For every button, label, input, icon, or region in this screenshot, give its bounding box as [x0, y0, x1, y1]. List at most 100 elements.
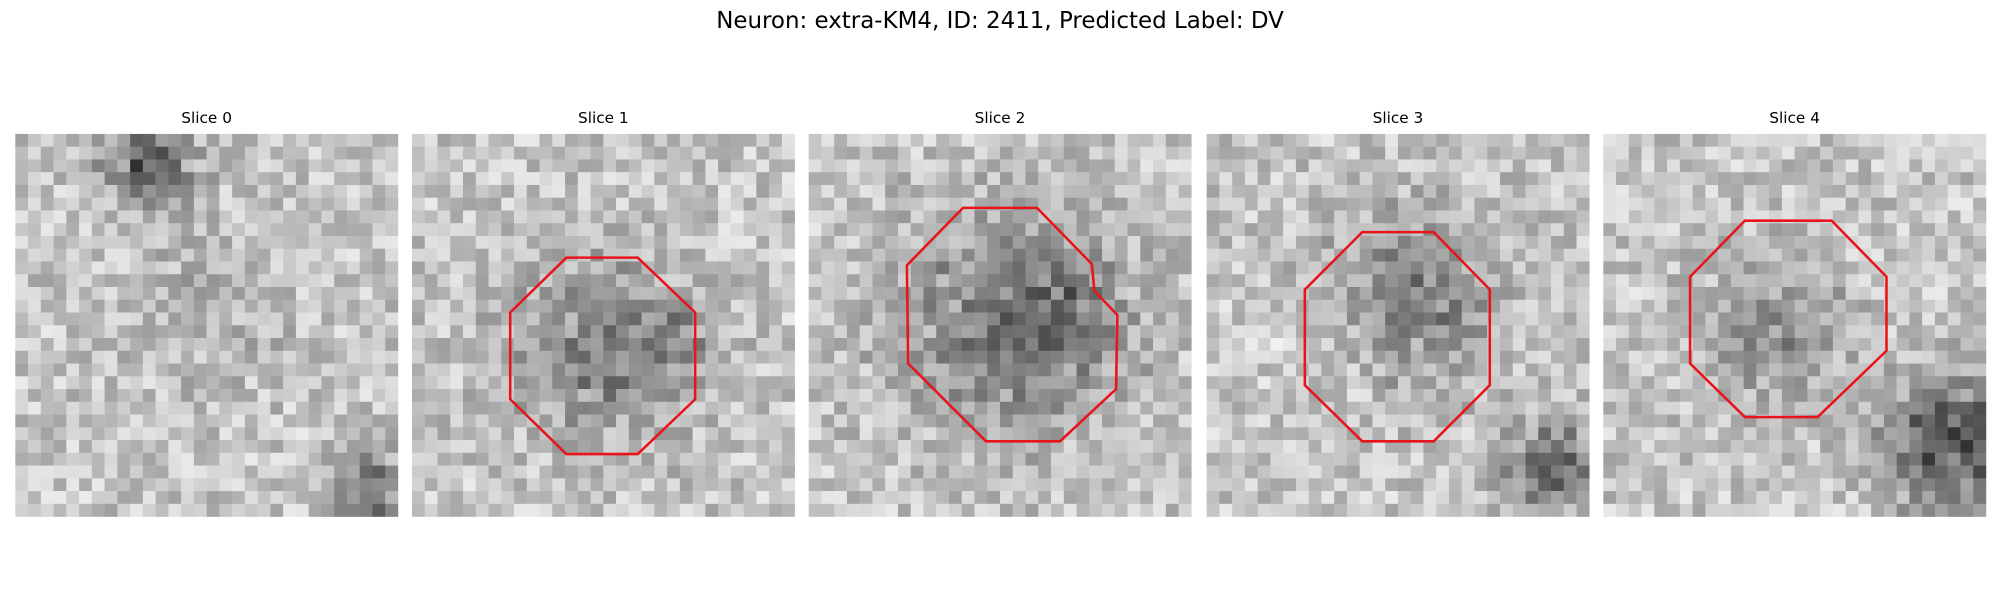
pixel [1063, 478, 1077, 492]
pixel [1883, 414, 1897, 428]
pixel [1436, 452, 1450, 466]
pixel [1127, 325, 1141, 339]
pixel [961, 376, 975, 390]
pixel [1140, 210, 1154, 224]
pixel [1576, 184, 1590, 198]
pixel [450, 427, 464, 441]
pixel [565, 210, 579, 224]
pixel [923, 146, 937, 160]
pixel [488, 299, 502, 313]
slice-panel [1206, 133, 1590, 517]
pixel [1730, 503, 1744, 517]
pixel [1270, 274, 1284, 288]
pixel [948, 389, 962, 403]
pixel [1794, 235, 1808, 249]
pixel [1012, 401, 1026, 415]
pixel [936, 414, 950, 428]
pixel [1385, 299, 1399, 313]
pixel [437, 146, 451, 160]
pixel [1692, 172, 1706, 186]
pixel [321, 465, 335, 479]
pixel [270, 248, 284, 262]
pixel [1012, 414, 1026, 428]
pixel [1423, 299, 1437, 313]
pixel [974, 491, 988, 505]
pixel [232, 312, 246, 326]
pixel [718, 465, 732, 479]
pixel [117, 389, 131, 403]
pixel [1257, 248, 1271, 262]
pixel [308, 440, 322, 454]
pixel [961, 503, 975, 517]
pixel [1973, 338, 1987, 352]
pixel [1153, 338, 1167, 352]
pixel [79, 159, 93, 173]
pixel [1512, 172, 1526, 186]
pixel [193, 338, 207, 352]
pixel [155, 503, 169, 517]
pixel [1114, 350, 1128, 364]
pixel [53, 503, 67, 517]
pixel [1448, 401, 1462, 415]
pixel [834, 210, 848, 224]
pixel [1423, 452, 1437, 466]
pixel [1845, 491, 1859, 505]
pixel [1295, 503, 1309, 517]
pixel [1283, 146, 1297, 160]
pixel [1051, 503, 1065, 517]
pixel [1500, 401, 1514, 415]
pixel [346, 465, 360, 479]
pixel [641, 172, 655, 186]
pixel [295, 261, 309, 275]
pixel [743, 452, 757, 466]
pixel [1295, 325, 1309, 339]
pixel [1947, 159, 1961, 173]
pixel [257, 363, 271, 377]
pixel [1206, 427, 1220, 441]
pixel [1140, 159, 1154, 173]
pixel [1500, 312, 1514, 326]
pixel [53, 465, 67, 479]
pixel [1165, 503, 1179, 517]
pixel [808, 210, 822, 224]
pixel [1219, 452, 1233, 466]
pixel [359, 312, 373, 326]
pixel [1114, 478, 1128, 492]
pixel [232, 440, 246, 454]
pixel [295, 146, 309, 160]
pixel [769, 197, 783, 211]
pixel [1283, 350, 1297, 364]
pixel [514, 363, 528, 377]
pixel [834, 261, 848, 275]
pixel [1973, 325, 1987, 339]
pixel [756, 465, 770, 479]
pixel [1769, 350, 1783, 364]
pixel [1206, 503, 1220, 517]
pixel [1781, 338, 1795, 352]
pixel [1692, 401, 1706, 415]
pixel [1295, 261, 1309, 275]
pixel [1102, 478, 1116, 492]
pixel [1474, 414, 1488, 428]
pixel [1692, 503, 1706, 517]
pixel [424, 133, 438, 147]
pixel [859, 261, 873, 275]
pixel [1960, 376, 1974, 390]
pixel [948, 312, 962, 326]
pixel [743, 286, 757, 300]
pixel [1436, 414, 1450, 428]
pixel [961, 286, 975, 300]
pixel [1219, 299, 1233, 313]
pixel [501, 376, 515, 390]
pixel [1308, 146, 1322, 160]
pixel [1616, 414, 1630, 428]
pixel [359, 414, 373, 428]
pixel [1140, 248, 1154, 262]
pixel [730, 235, 744, 249]
pixel [1000, 350, 1014, 364]
pixel [1845, 389, 1859, 403]
pixel [1257, 299, 1271, 313]
pixel [1705, 235, 1719, 249]
pixel [1845, 427, 1859, 441]
pixel [961, 248, 975, 262]
